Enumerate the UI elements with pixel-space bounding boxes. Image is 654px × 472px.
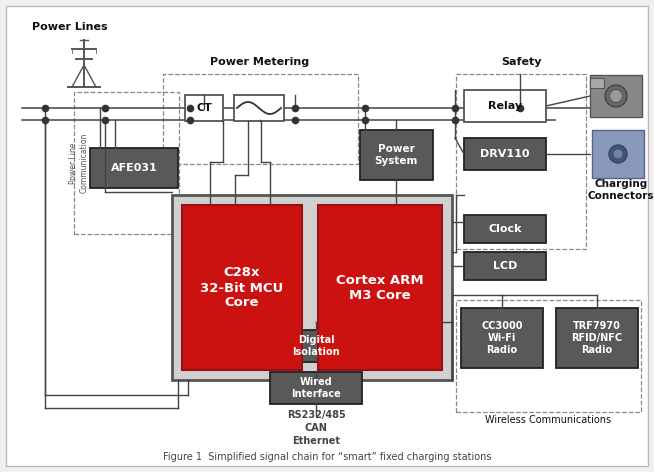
Text: Power Metering: Power Metering — [211, 57, 309, 67]
Text: TRF7970
RFID/NFC
Radio: TRF7970 RFID/NFC Radio — [572, 321, 623, 354]
Text: CC3000
Wi-Fi
Radio: CC3000 Wi-Fi Radio — [481, 321, 523, 354]
Bar — [318, 205, 442, 370]
Text: Power Lines: Power Lines — [32, 22, 108, 32]
Text: Safety: Safety — [501, 57, 542, 67]
Bar — [185, 95, 223, 121]
Ellipse shape — [610, 90, 623, 102]
Text: CAN: CAN — [305, 423, 328, 433]
Bar — [461, 308, 543, 368]
Bar — [163, 74, 358, 164]
Text: Cortex ARM
M3 Core: Cortex ARM M3 Core — [336, 274, 424, 302]
Bar — [172, 195, 452, 380]
Text: Power
System: Power System — [374, 144, 418, 166]
Bar — [74, 92, 179, 234]
Text: Wireless Communications: Wireless Communications — [485, 415, 611, 425]
Bar — [456, 74, 586, 249]
Text: AFE031: AFE031 — [111, 163, 158, 173]
Text: Charging
Connectors: Charging Connectors — [588, 179, 654, 201]
Text: LCD: LCD — [493, 261, 517, 271]
Ellipse shape — [609, 145, 627, 163]
Text: Power Line
Communication: Power Line Communication — [69, 133, 89, 193]
Bar — [590, 75, 642, 117]
Bar — [464, 215, 546, 243]
Bar — [234, 95, 284, 121]
Text: Relay: Relay — [488, 101, 522, 111]
Text: C28x
32-Bit MCU
Core: C28x 32-Bit MCU Core — [200, 267, 284, 310]
Bar — [270, 372, 362, 404]
Bar — [456, 300, 641, 412]
Ellipse shape — [613, 149, 623, 159]
Bar — [464, 138, 546, 170]
Text: Digital
Isolation: Digital Isolation — [292, 335, 340, 357]
Bar — [464, 90, 546, 122]
Bar — [556, 308, 638, 368]
Text: DRV110: DRV110 — [480, 149, 530, 159]
Bar — [590, 78, 604, 88]
Text: Figure 1  Simplified signal chain for “smart” fixed charging stations: Figure 1 Simplified signal chain for “sm… — [163, 452, 491, 462]
Text: RS232/485: RS232/485 — [286, 410, 345, 420]
Bar — [464, 252, 546, 280]
Bar — [360, 130, 433, 180]
Ellipse shape — [605, 85, 627, 107]
Bar — [90, 148, 178, 188]
Text: Ethernet: Ethernet — [292, 436, 340, 446]
Bar — [270, 330, 362, 362]
Text: Wired
Interface: Wired Interface — [291, 377, 341, 399]
Bar — [592, 130, 644, 178]
Bar — [182, 205, 302, 370]
Text: Clock: Clock — [489, 224, 522, 234]
Text: CT: CT — [196, 103, 212, 113]
